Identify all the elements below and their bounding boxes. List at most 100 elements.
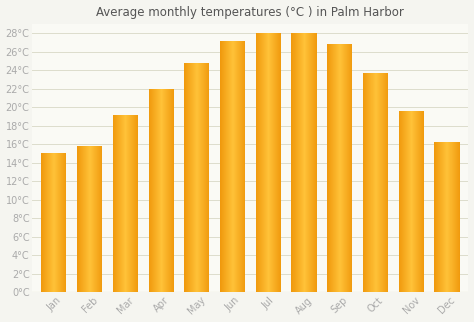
Bar bbox=[363, 73, 364, 292]
Bar bbox=[94, 146, 95, 292]
Bar bbox=[130, 115, 131, 292]
Bar bbox=[129, 115, 130, 292]
Bar bbox=[53, 154, 54, 292]
Bar bbox=[100, 146, 101, 292]
Bar bbox=[412, 111, 413, 292]
Bar bbox=[127, 115, 128, 292]
Bar bbox=[336, 44, 337, 292]
Bar bbox=[376, 73, 377, 292]
Bar bbox=[45, 154, 46, 292]
Bar bbox=[373, 73, 374, 292]
Bar bbox=[231, 41, 232, 292]
Bar bbox=[121, 115, 122, 292]
Bar bbox=[407, 111, 408, 292]
Bar bbox=[227, 41, 228, 292]
Bar bbox=[264, 33, 265, 292]
Bar bbox=[80, 146, 81, 292]
Bar bbox=[49, 154, 50, 292]
Bar bbox=[120, 115, 121, 292]
Bar bbox=[338, 44, 339, 292]
Bar bbox=[438, 142, 439, 292]
Bar bbox=[455, 142, 456, 292]
Bar bbox=[452, 142, 453, 292]
Bar bbox=[328, 44, 329, 292]
Bar bbox=[196, 63, 197, 292]
Bar bbox=[436, 142, 437, 292]
Bar bbox=[62, 154, 63, 292]
Bar bbox=[184, 63, 185, 292]
Bar bbox=[333, 44, 334, 292]
Bar bbox=[239, 41, 240, 292]
Bar bbox=[380, 73, 381, 292]
Bar bbox=[414, 111, 415, 292]
Bar bbox=[93, 146, 94, 292]
Bar bbox=[128, 115, 129, 292]
Bar bbox=[200, 63, 201, 292]
Bar bbox=[166, 89, 167, 292]
Bar bbox=[403, 111, 404, 292]
Bar bbox=[278, 33, 279, 292]
Bar bbox=[341, 44, 342, 292]
Bar bbox=[347, 44, 348, 292]
Bar bbox=[314, 33, 315, 292]
Bar bbox=[101, 146, 102, 292]
Bar bbox=[343, 44, 344, 292]
Bar bbox=[296, 33, 297, 292]
Bar bbox=[368, 73, 369, 292]
Bar bbox=[50, 154, 51, 292]
Bar bbox=[366, 73, 367, 292]
Bar bbox=[450, 142, 451, 292]
Bar bbox=[263, 33, 264, 292]
Bar bbox=[371, 73, 372, 292]
Bar bbox=[46, 154, 47, 292]
Bar bbox=[119, 115, 120, 292]
Bar bbox=[192, 63, 193, 292]
Bar bbox=[260, 33, 261, 292]
Bar bbox=[162, 89, 163, 292]
Bar bbox=[310, 33, 311, 292]
Bar bbox=[377, 73, 378, 292]
Bar bbox=[346, 44, 347, 292]
Bar bbox=[385, 73, 386, 292]
Bar bbox=[135, 115, 136, 292]
Bar bbox=[275, 33, 276, 292]
Bar bbox=[413, 111, 414, 292]
Bar bbox=[294, 33, 295, 292]
Bar bbox=[313, 33, 314, 292]
Bar bbox=[416, 111, 417, 292]
Bar bbox=[44, 154, 45, 292]
Bar bbox=[337, 44, 338, 292]
Bar bbox=[435, 142, 436, 292]
Bar bbox=[339, 44, 340, 292]
Bar bbox=[402, 111, 403, 292]
Bar bbox=[241, 41, 242, 292]
Bar bbox=[447, 142, 448, 292]
Bar bbox=[223, 41, 224, 292]
Bar bbox=[48, 154, 49, 292]
Bar bbox=[54, 154, 55, 292]
Bar bbox=[448, 142, 449, 292]
Bar bbox=[98, 146, 99, 292]
Bar bbox=[340, 44, 341, 292]
Bar bbox=[240, 41, 241, 292]
Bar bbox=[351, 44, 352, 292]
Bar bbox=[43, 154, 44, 292]
Bar bbox=[191, 63, 192, 292]
Bar bbox=[330, 44, 331, 292]
Bar bbox=[164, 89, 165, 292]
Bar bbox=[187, 63, 188, 292]
Bar bbox=[417, 111, 418, 292]
Bar bbox=[203, 63, 204, 292]
Bar bbox=[201, 63, 202, 292]
Bar bbox=[90, 146, 91, 292]
Bar bbox=[259, 33, 260, 292]
Bar bbox=[298, 33, 299, 292]
Bar bbox=[79, 146, 80, 292]
Bar bbox=[276, 33, 277, 292]
Bar bbox=[409, 111, 410, 292]
Bar bbox=[304, 33, 305, 292]
Bar bbox=[81, 146, 82, 292]
Bar bbox=[451, 142, 452, 292]
Bar bbox=[205, 63, 206, 292]
Bar bbox=[133, 115, 134, 292]
